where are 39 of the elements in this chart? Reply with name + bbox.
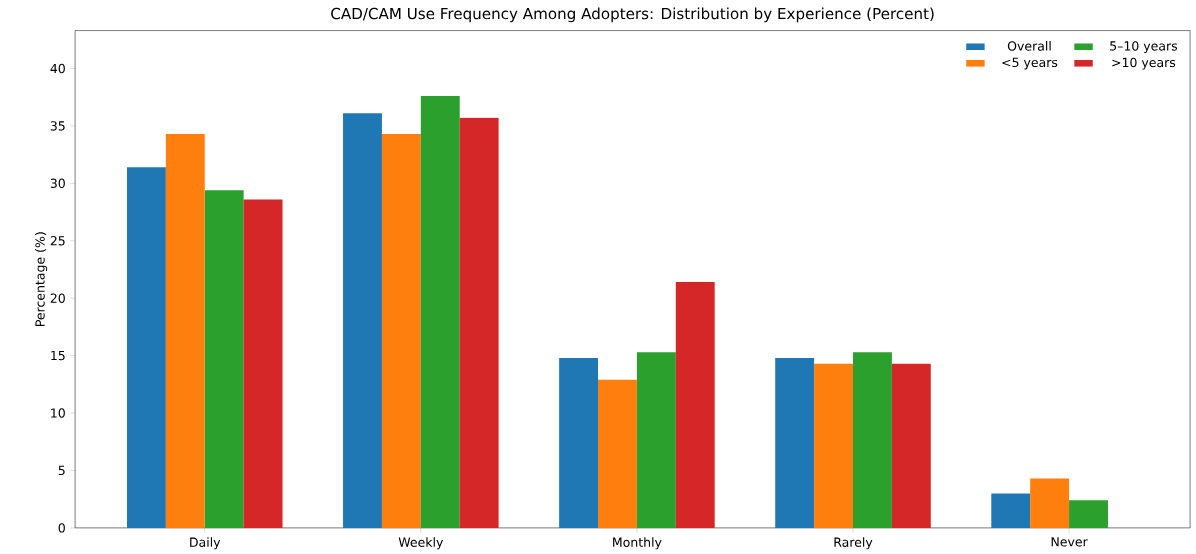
y-tick-label: 40 (50, 63, 65, 74)
y-tick-label: 20 (50, 293, 65, 304)
bar (814, 363, 853, 529)
bar (675, 282, 715, 529)
bar (1069, 500, 1108, 529)
legend-label: Overall (1007, 41, 1051, 52)
x-tick-label: Monthly (613, 537, 662, 550)
bar (636, 352, 676, 529)
y-tick-label: 35 (50, 121, 65, 131)
bar (243, 199, 283, 529)
x-tick-label: Never (1051, 537, 1088, 547)
y-axis-title: Percentage (%) (35, 232, 48, 327)
bar (204, 190, 244, 529)
bar (420, 96, 460, 529)
bar (343, 113, 382, 529)
bar (891, 363, 931, 529)
bar (991, 493, 1031, 529)
legend-label: >10 years (1112, 57, 1176, 70)
bar (559, 358, 599, 529)
x-tick-label: Weekly (398, 537, 444, 550)
y-tick-label: 25 (50, 236, 65, 246)
bar (1030, 478, 1070, 529)
bar (775, 358, 815, 529)
legend-label: 5–10 years (1110, 41, 1178, 54)
x-tick-label: Rarely (834, 537, 873, 550)
legend-label: <5 years (1002, 58, 1058, 70)
bar (459, 118, 499, 529)
y-tick-label: 15 (51, 351, 65, 361)
chart-title: CAD/CAM Use Frequency Among Adopters: Distribution by Experience (Percent) (331, 7, 934, 23)
x-tick-label: Daily (190, 537, 221, 550)
bar (853, 352, 892, 529)
bar (165, 134, 205, 529)
y-tick-label: 0 (58, 523, 65, 533)
bar (598, 379, 637, 529)
y-tick-label: 5 (58, 466, 65, 476)
y-tick-label: 30 (50, 178, 65, 189)
y-tick-label: 10 (51, 408, 65, 419)
bar (126, 167, 166, 529)
bar (381, 134, 421, 529)
